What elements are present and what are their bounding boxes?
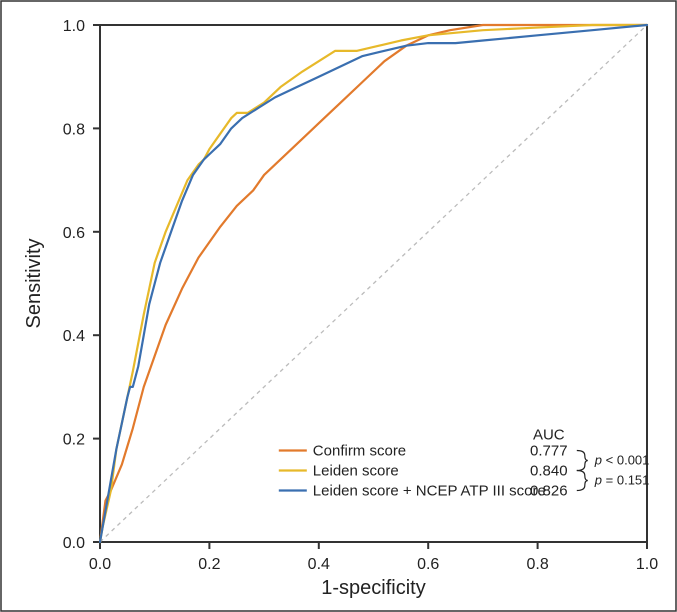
y-tick-label: 1.0 — [63, 18, 85, 35]
y-axis-label: Sensitivity — [23, 238, 45, 328]
x-tick-label: 0.6 — [417, 556, 439, 573]
pvalue-label: p = 0.151 — [594, 472, 650, 487]
x-tick-label: 1.0 — [636, 556, 658, 573]
y-tick-label: 0.0 — [63, 535, 85, 552]
roc-chart-svg: 0.0 0.2 0.4 0.6 0.8 1.0 0.0 0.2 0.4 0.6 0.8 1.0 1-sp… — [0, 0, 677, 612]
roc-chart-container: 0.0 0.2 0.4 0.6 0.8 1.0 0.0 0.2 0.4 0.6 0.8 1.0 1-sp… — [0, 0, 677, 612]
legend-auc-value: 0.777 — [530, 442, 568, 459]
legend-label: Confirm score — [313, 442, 406, 459]
legend-auc-value: 0.840 — [530, 462, 568, 479]
legend-label: Leiden score + NCEP ATP III score — [313, 482, 546, 499]
x-axis-label: 1-specificity — [321, 577, 425, 599]
pvalue-label: p < 0.001 — [594, 452, 650, 467]
x-tick-label: 0.8 — [526, 556, 548, 573]
legend-label: Leiden score — [313, 462, 399, 479]
x-tick-label: 0.0 — [89, 556, 111, 573]
x-tick-label: 0.4 — [308, 556, 330, 573]
legend-auc-header: AUC — [533, 426, 565, 443]
y-tick-label: 0.4 — [63, 328, 85, 345]
y-tick-label: 0.6 — [63, 225, 85, 242]
y-tick-label: 0.2 — [63, 432, 85, 449]
x-tick-label: 0.2 — [198, 556, 220, 573]
y-tick-label: 0.8 — [63, 121, 85, 138]
legend-auc-value: 0.826 — [530, 482, 568, 499]
